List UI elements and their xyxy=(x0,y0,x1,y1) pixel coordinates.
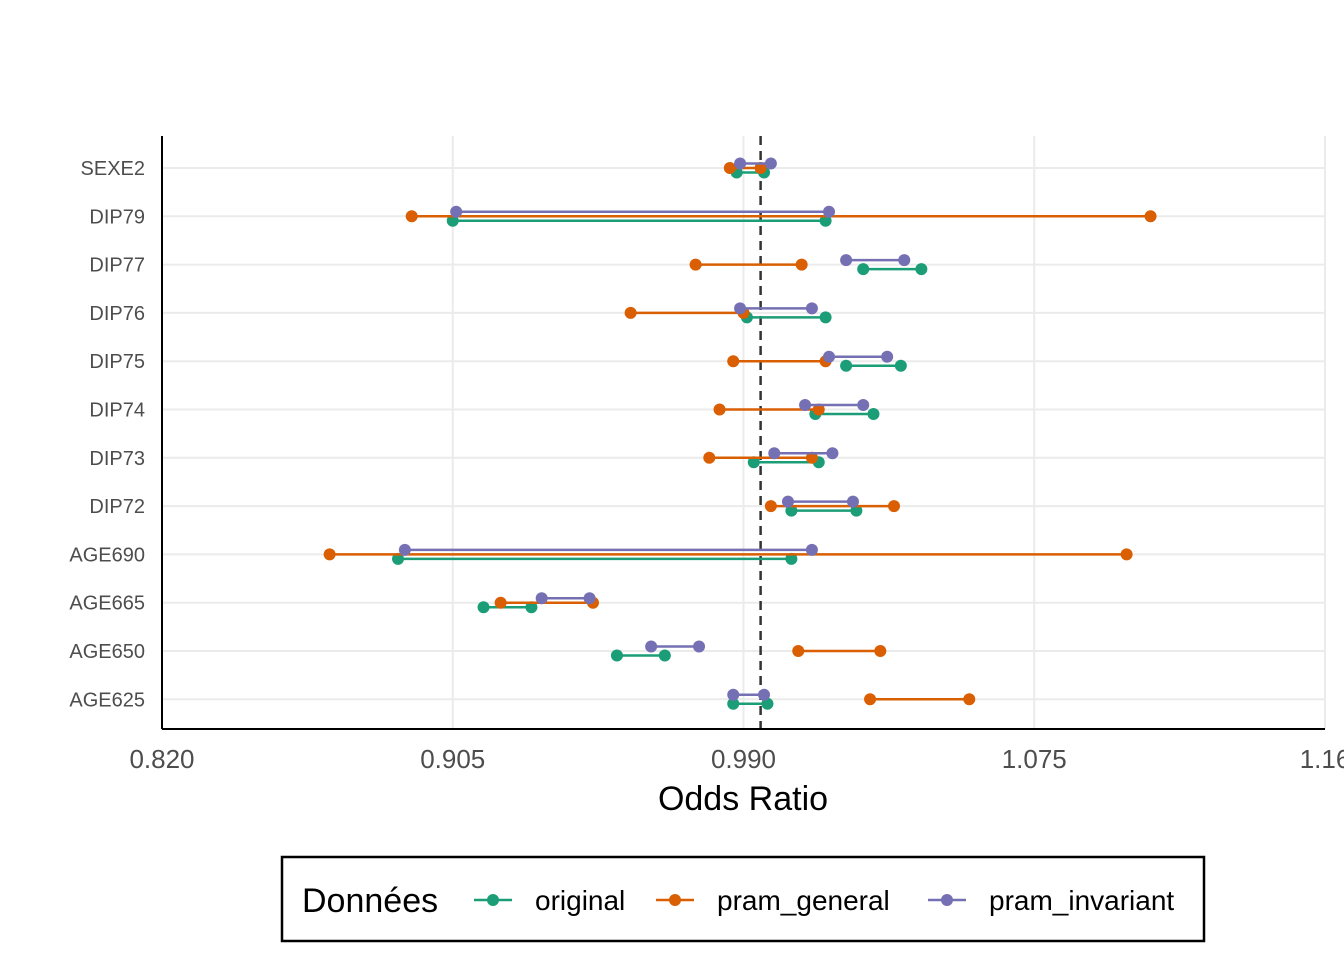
interval-upper-point-original xyxy=(867,408,880,420)
interval-upper-point-pram_invariant xyxy=(898,254,911,267)
interval-upper-point-pram_invariant xyxy=(583,592,596,605)
interval-upper-point-pram_general xyxy=(963,693,976,706)
interval-upper-point-original xyxy=(915,263,928,276)
interval-lower-point-original xyxy=(785,504,798,517)
y-tick-label: DIP77 xyxy=(89,255,145,277)
legend-label-original: original xyxy=(535,885,625,916)
interval-upper-point-pram_invariant xyxy=(846,495,859,508)
interval-upper-point-pram_invariant xyxy=(857,399,870,411)
interval-upper-point-original xyxy=(894,359,907,372)
y-tick-label: DIP75 xyxy=(89,351,145,373)
x-tick-label: 0.905 xyxy=(420,744,485,774)
interval-upper-point-pram_general xyxy=(888,500,901,513)
interval-upper-point-pram_invariant xyxy=(758,688,771,701)
interval-upper-point-pram_general xyxy=(805,451,818,464)
interval-lower-point-pram_general xyxy=(689,258,702,271)
interval-lower-point-original xyxy=(747,456,760,469)
interval-lower-point-original xyxy=(446,214,459,227)
y-tick-label: AGE625 xyxy=(69,689,145,711)
interval-upper-point-original xyxy=(850,504,863,517)
interval-lower-point-original xyxy=(727,697,740,710)
interval-lower-point-pram_invariant xyxy=(398,543,411,556)
legend: Données original pram_general pram_invarian… xyxy=(280,855,1206,943)
y-tick-label: DIP72 xyxy=(89,496,145,518)
interval-lower-point-original xyxy=(840,359,853,372)
legend-key-point-pram_general xyxy=(669,894,681,906)
interval-lower-point-pram_general xyxy=(727,355,740,368)
interval-lower-point-pram_invariant xyxy=(768,447,781,460)
x-tick-label: 0.990 xyxy=(711,744,776,774)
interval-lower-point-pram_invariant xyxy=(840,254,853,267)
legend-key-point-original xyxy=(487,894,499,906)
axes: 0.820 0.905 0.990 1.075 1.16 SEXE2 DIP79 DIP77 D… xyxy=(69,136,1344,774)
interval-lower-point-pram_invariant xyxy=(450,205,463,218)
x-tick-label: 1.16 xyxy=(1300,744,1344,774)
interval-lower-point-pram_invariant xyxy=(645,640,658,653)
legend-box xyxy=(280,855,1206,943)
interval-lower-point-original xyxy=(477,601,490,614)
interval-lower-point-pram_general xyxy=(792,645,805,657)
interval-upper-point-pram_invariant xyxy=(764,157,777,170)
x-tick-label: 0.820 xyxy=(129,744,194,774)
interval-lower-point-pram_general xyxy=(713,403,726,416)
legend-key-point-pram_invariant xyxy=(941,894,953,906)
interval-upper-point-original xyxy=(819,214,832,227)
x-tick-label: 1.075 xyxy=(1002,744,1067,774)
y-tick-label: AGE665 xyxy=(69,593,145,615)
interval-lower-point-pram_invariant xyxy=(727,688,740,701)
interval-upper-point-pram_invariant xyxy=(693,640,706,653)
y-tick-label: DIP73 xyxy=(89,448,145,470)
interval-lower-point-pram_general xyxy=(405,210,418,223)
data-marks xyxy=(323,157,1157,710)
interval-lower-point-pram_invariant xyxy=(823,350,836,363)
interval-upper-point-original xyxy=(658,649,671,662)
interval-upper-point-original xyxy=(819,311,832,324)
x-axis-title: Odds Ratio xyxy=(658,780,828,818)
legend-label-pram_general: pram_general xyxy=(717,885,890,916)
interval-upper-point-pram_general xyxy=(1144,210,1157,223)
interval-upper-point-pram_invariant xyxy=(805,543,818,556)
interval-upper-point-pram_invariant xyxy=(823,205,836,218)
interval-upper-point-pram_general xyxy=(812,403,825,416)
y-tick-label: DIP79 xyxy=(89,206,145,228)
interval-upper-point-pram_general xyxy=(795,258,808,271)
interval-lower-point-pram_invariant xyxy=(535,592,548,605)
y-tick-label: SEXE2 xyxy=(81,158,145,180)
interval-upper-point-original xyxy=(761,697,774,710)
interval-lower-point-pram_general xyxy=(864,693,877,706)
y-tick-label: DIP74 xyxy=(89,400,145,422)
interval-upper-point-original xyxy=(785,552,798,565)
interval-lower-point-original xyxy=(857,263,870,276)
interval-lower-point-pram_general xyxy=(624,306,637,319)
interval-lower-point-pram_general xyxy=(723,162,736,174)
interval-upper-point-pram_general xyxy=(1120,548,1133,561)
interval-upper-point-pram_general xyxy=(874,645,887,657)
interval-lower-point-pram_general xyxy=(764,500,777,513)
interval-upper-point-pram_invariant xyxy=(826,447,839,460)
y-tick-label: AGE690 xyxy=(69,544,145,566)
interval-lower-point-pram_invariant xyxy=(734,302,747,315)
interval-lower-point-pram_invariant xyxy=(781,495,794,508)
interval-upper-point-pram_invariant xyxy=(881,350,894,363)
interval-lower-point-pram_general xyxy=(494,596,507,609)
interval-lower-point-pram_invariant xyxy=(799,399,812,411)
legend-label-pram_invariant: pram_invariant xyxy=(989,885,1174,916)
legend-title: Données xyxy=(302,882,438,920)
y-tick-label: AGE650 xyxy=(69,641,145,663)
interval-lower-point-original xyxy=(610,649,623,662)
interval-upper-point-pram_general xyxy=(754,162,767,174)
y-tick-label: DIP76 xyxy=(89,303,145,325)
interval-upper-point-original xyxy=(525,601,538,614)
interval-lower-point-pram_general xyxy=(703,451,716,464)
grid-lines xyxy=(161,136,1326,729)
interval-lower-point-original xyxy=(392,552,405,565)
interval-lower-point-pram_invariant xyxy=(734,157,747,170)
interval-upper-point-pram_invariant xyxy=(805,302,818,315)
interval-lower-point-pram_general xyxy=(323,548,336,561)
